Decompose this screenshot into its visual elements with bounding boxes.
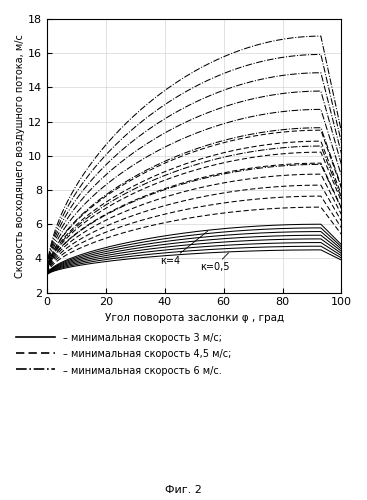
Text: к=0,5: к=0,5 [200, 253, 229, 272]
Text: к=4: к=4 [160, 231, 208, 266]
Y-axis label: Скорость восходящего воздушного потока, м/с: Скорость восходящего воздушного потока, … [15, 34, 25, 278]
X-axis label: Угол поворота заслонки φ , град: Угол поворота заслонки φ , град [105, 313, 284, 323]
Legend: – минимальная скорость 3 м/с;, – минимальная скорость 4,5 м/с;, – минимальная ск: – минимальная скорость 3 м/с;, – минимал… [16, 333, 231, 376]
Text: Фиг. 2: Фиг. 2 [165, 485, 202, 495]
